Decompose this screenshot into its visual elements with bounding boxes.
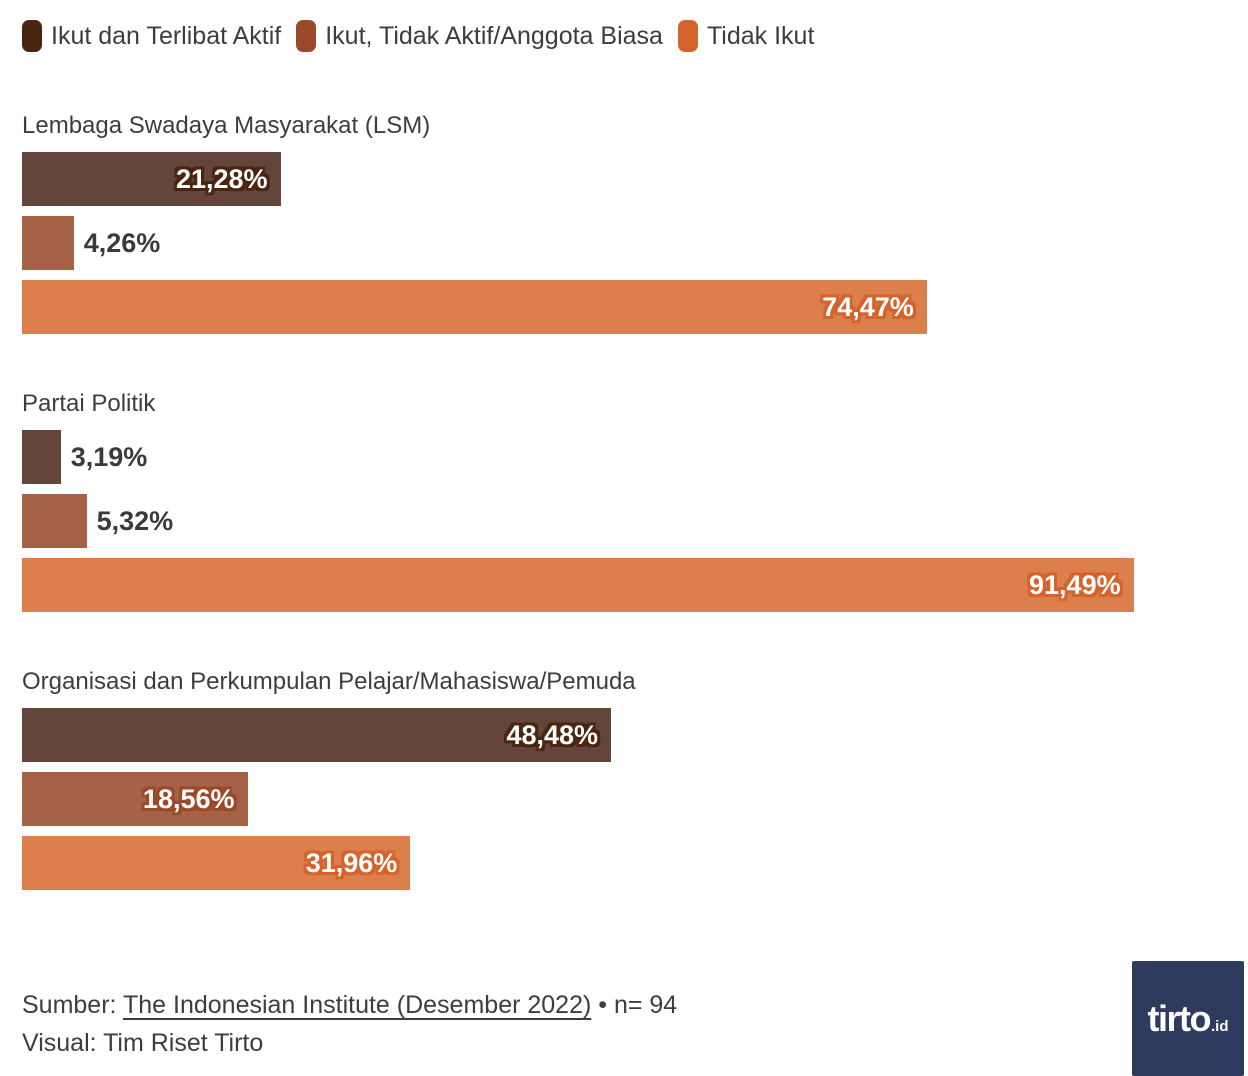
bar-value-label: 74,47% bbox=[822, 291, 914, 322]
bar bbox=[22, 494, 87, 548]
legend-swatch-icon bbox=[296, 20, 317, 52]
sample-size: • n= 94 bbox=[591, 991, 678, 1019]
bar: 74,47% bbox=[22, 280, 927, 334]
bar-value-label: 3,19% bbox=[70, 441, 148, 472]
tirto-logo: tirto .id bbox=[1132, 961, 1244, 1076]
bar bbox=[22, 216, 74, 270]
chart-group: Lembaga Swadaya Masyarakat (LSM) 21,28% 4,… bbox=[22, 112, 1226, 334]
group-title: Partai Politik bbox=[22, 390, 156, 417]
legend-label: Tidak Ikut bbox=[706, 21, 815, 50]
bar-row: 21,28% bbox=[22, 152, 1226, 206]
source-link[interactable]: The Indonesian Institute (Desember 2022) bbox=[122, 991, 592, 1019]
visual-credit: Visual: Tim Riset Tirto bbox=[22, 1029, 264, 1057]
logo-main-text: tirto bbox=[1147, 997, 1212, 1039]
bar-row: 4,26% bbox=[22, 216, 1226, 270]
bar-row: 91,49% bbox=[22, 558, 1226, 612]
bar-value-label: 18,56% bbox=[142, 783, 235, 814]
bar-row: 48,48% bbox=[22, 708, 1226, 762]
bar: 48,48% bbox=[22, 708, 612, 762]
bar-value-label: 21,28% bbox=[175, 163, 268, 194]
bar-row: 5,32% bbox=[22, 494, 1226, 548]
legend-swatch-icon bbox=[677, 20, 698, 52]
bar: 18,56% bbox=[22, 772, 248, 826]
legend-label: Ikut, Tidak Aktif/Anggota Biasa bbox=[325, 21, 663, 50]
bar: 21,28% bbox=[22, 152, 281, 206]
bar-value-label: 91,49% bbox=[1029, 569, 1121, 600]
legend-item: Tidak Ikut bbox=[677, 20, 815, 52]
legend-item: Ikut, Tidak Aktif/Anggota Biasa bbox=[296, 20, 663, 52]
chart-group: Organisasi dan Perkumpulan Pelajar/Mahas… bbox=[22, 668, 1226, 890]
chart-footer: Sumber: The Indonesian Institute (Desemb… bbox=[22, 986, 1226, 1062]
bar-row: 3,19% bbox=[22, 430, 1226, 484]
source-prefix: Sumber: bbox=[22, 991, 123, 1019]
group-title: Lembaga Swadaya Masyarakat (LSM) bbox=[22, 112, 431, 139]
bar-chart: Lembaga Swadaya Masyarakat (LSM) 21,28% 4,… bbox=[22, 112, 1226, 890]
bar-value-label: 5,32% bbox=[96, 505, 174, 536]
bar: 91,49% bbox=[22, 558, 1134, 612]
bar-row: 31,96% bbox=[22, 836, 1226, 890]
tirto-logo-text: tirto .id bbox=[1148, 998, 1229, 1040]
bar-value-label: 31,96% bbox=[305, 847, 398, 878]
bar-value-label: 4,26% bbox=[83, 227, 161, 258]
legend-swatch-icon bbox=[22, 20, 42, 52]
legend-item: Ikut dan Terlibat Aktif bbox=[22, 20, 281, 52]
bar-value-label: 48,48% bbox=[506, 719, 599, 750]
legend-label: Ikut dan Terlibat Aktif bbox=[51, 21, 282, 50]
chart-group: Partai Politik 3,19% 5,32% 91,49% bbox=[22, 390, 1226, 612]
bar-row: 18,56% bbox=[22, 772, 1226, 826]
bar-row: 74,47% bbox=[22, 280, 1226, 334]
group-title: Organisasi dan Perkumpulan Pelajar/Mahas… bbox=[22, 668, 636, 695]
logo-suffix-text: .id bbox=[1210, 1017, 1229, 1035]
source-line: Sumber: The Indonesian Institute (Desemb… bbox=[22, 986, 1226, 1024]
bar: 31,96% bbox=[22, 836, 411, 890]
chart-legend: Ikut dan Terlibat Aktif Ikut, Tidak Aktif… bbox=[22, 20, 1226, 52]
bar bbox=[22, 430, 61, 484]
